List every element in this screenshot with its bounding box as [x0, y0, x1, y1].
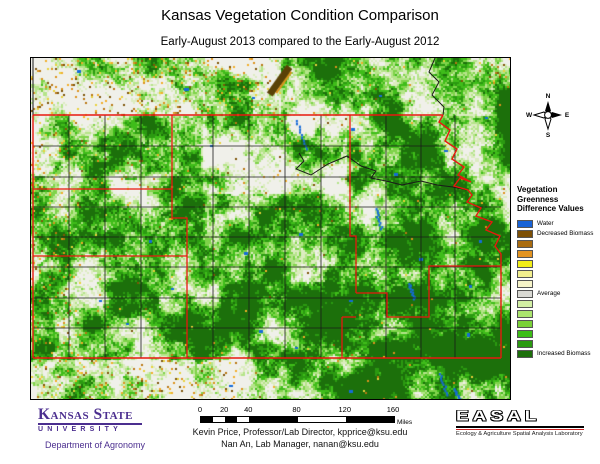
legend-item [517, 299, 599, 309]
legend-swatch [517, 309, 533, 318]
scale-bar-segment [237, 417, 250, 422]
easal-black-rule [456, 426, 584, 428]
legend-swatch [517, 329, 533, 338]
legend-item-label: Increased Biomass [537, 350, 591, 357]
legend-swatch [517, 319, 533, 328]
easal-caption: Ecology & Agriculture Spatial Analysis L… [456, 430, 583, 437]
legend-items: Water Decreased Biomass Average Increased B… [517, 219, 599, 359]
legend-item: Average [517, 289, 599, 299]
boundary-line [295, 152, 468, 191]
scale-bar-segment [249, 417, 298, 422]
credit-line-2: Nan An, Lab Manager, nanan@ksu.edu [221, 438, 379, 449]
legend-item [517, 279, 599, 289]
boundary-line [438, 114, 502, 358]
legend-item: Increased Biomass [517, 349, 599, 359]
scale-bar-tick: 40 [244, 405, 253, 414]
boundary-line [171, 115, 188, 358]
scale-bar: 0 20 40 80 120 160 Miles [197, 405, 413, 431]
legend-item [517, 259, 599, 269]
county-boundaries-overlay [32, 58, 502, 359]
credit-line-1: Kevin Price, Professor/Lab Director, kpp… [192, 427, 408, 437]
ksu-department-label: Department of Agronomy [45, 439, 146, 450]
scale-bar-tick: 120 [338, 405, 352, 414]
legend-item-label: Average [537, 290, 561, 297]
credits: Kevin Price, Professor/Lab Director, kpp… [150, 427, 450, 450]
scale-bar-segments [200, 416, 395, 423]
legend-item [517, 249, 599, 259]
boundary-line [356, 265, 501, 318]
easal-logo: EASAL Ecology & Agriculture Spatial Anal… [456, 409, 588, 437]
legend-item-label: Water [537, 220, 554, 227]
scale-bar-segment [225, 417, 238, 422]
legend-item [517, 329, 599, 339]
page-subtitle: Early-August 2013 compared to the Early-… [160, 36, 440, 48]
legend-swatch [517, 219, 533, 228]
scale-bar-segment [297, 417, 346, 422]
legend-swatch [517, 299, 533, 308]
legend-swatch [517, 229, 533, 238]
boundary-line [349, 115, 357, 293]
scale-bar-tick: 160 [386, 405, 400, 414]
legend-swatch [517, 289, 533, 298]
legend-swatch [517, 339, 533, 348]
legend-item [517, 339, 599, 349]
legend: Vegetation Greenness Difference Values W… [517, 185, 599, 359]
compass-rose-icon: N S W E [526, 90, 570, 139]
legend-swatch [517, 349, 533, 358]
scale-bar-tick: 80 [292, 405, 301, 414]
legend-swatch [517, 259, 533, 268]
legend-swatch [517, 249, 533, 258]
compass-west-label: W [526, 112, 533, 119]
page-title: Kansas Vegetation Condition Comparison [161, 7, 439, 24]
scale-bar-segment [201, 417, 214, 422]
legend-item [517, 319, 599, 329]
ksu-rule [38, 423, 142, 425]
scale-bar-unit: Miles [397, 419, 413, 426]
legend-item-label: Decreased Biomass [537, 230, 594, 237]
boundary-line [428, 58, 445, 116]
compass-south-label: S [546, 132, 551, 138]
legend-swatch [517, 239, 533, 248]
scale-bar-tick: 0 [197, 405, 203, 414]
compass-east-label: E [565, 112, 570, 119]
legend-swatch [517, 269, 533, 278]
legend-title: Vegetation Greenness Difference Values [517, 185, 584, 213]
legend-item [517, 269, 599, 279]
legend-item: Decreased Biomass [517, 229, 599, 239]
ksu-wordmark: Kansas State [38, 406, 133, 423]
legend-item [517, 309, 599, 319]
easal-red-rule [456, 428, 584, 430]
legend-item [517, 239, 599, 249]
compass-north-label: N [546, 93, 551, 100]
easal-acronym: EASAL [456, 408, 541, 425]
legend-swatch [517, 279, 533, 288]
ksu-logo: Kansas State UNIVERSITY Department of Ag… [38, 407, 168, 450]
ksu-university-label: UNIVERSITY [38, 425, 123, 433]
scale-bar-tick: 20 [219, 405, 229, 414]
legend-item: Water [517, 219, 599, 229]
scale-bar-segment [345, 417, 394, 422]
kansas-vegetation-map [30, 57, 511, 400]
scale-bar-segment [213, 417, 226, 422]
